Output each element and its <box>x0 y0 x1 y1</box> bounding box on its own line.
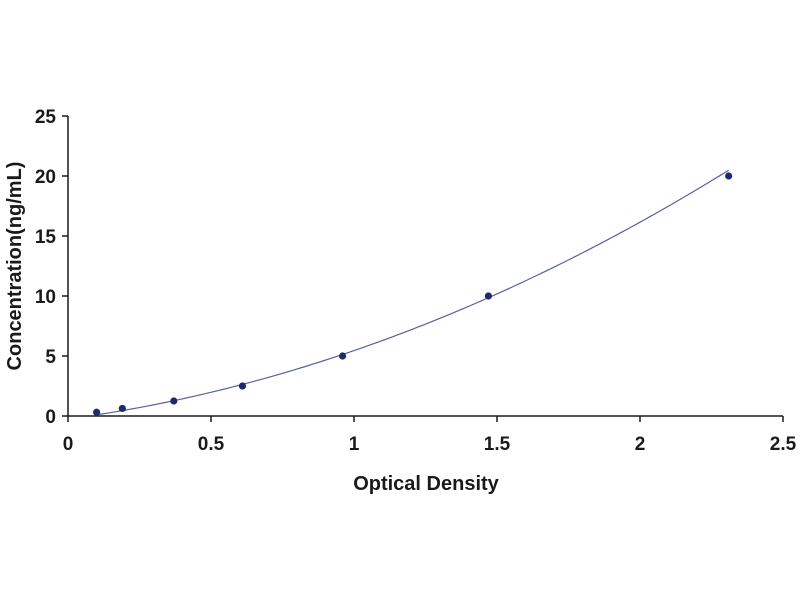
y-axis-title: Concentration(ng/mL) <box>4 162 26 371</box>
data-point <box>238 382 247 390</box>
y-tick-label: 15 <box>35 227 57 248</box>
x-tick-label: 1 <box>349 434 360 455</box>
y-tick-label: 25 <box>35 107 57 128</box>
x-tick-label: 0 <box>63 434 74 455</box>
x-tick-label: 0.5 <box>198 434 225 455</box>
data-point <box>93 408 101 416</box>
plot-area: 0 5 10 15 20 25 0 0.5 1 1.5 2 2.5 <box>35 107 797 455</box>
x-tick-label: 1.5 <box>484 434 511 455</box>
y-tick-label: 5 <box>45 347 56 368</box>
data-point <box>725 172 733 180</box>
data-point <box>170 397 178 405</box>
data-point <box>118 404 126 413</box>
x-axis-ticks: 0 0.5 1 1.5 2 2.5 <box>63 416 797 455</box>
fit-curve-line <box>96 169 729 416</box>
x-tick-label: 2.5 <box>770 434 797 455</box>
y-tick-label: 0 <box>45 407 56 428</box>
y-axis-ticks: 0 5 10 15 20 25 <box>35 107 68 428</box>
y-tick-label: 10 <box>35 287 56 308</box>
data-point <box>338 352 347 360</box>
y-tick-label: 20 <box>35 167 56 188</box>
data-points <box>93 172 733 416</box>
x-axis-title: Optical Density <box>353 473 499 495</box>
data-point <box>484 292 493 300</box>
x-tick-label: 2 <box>635 434 646 455</box>
